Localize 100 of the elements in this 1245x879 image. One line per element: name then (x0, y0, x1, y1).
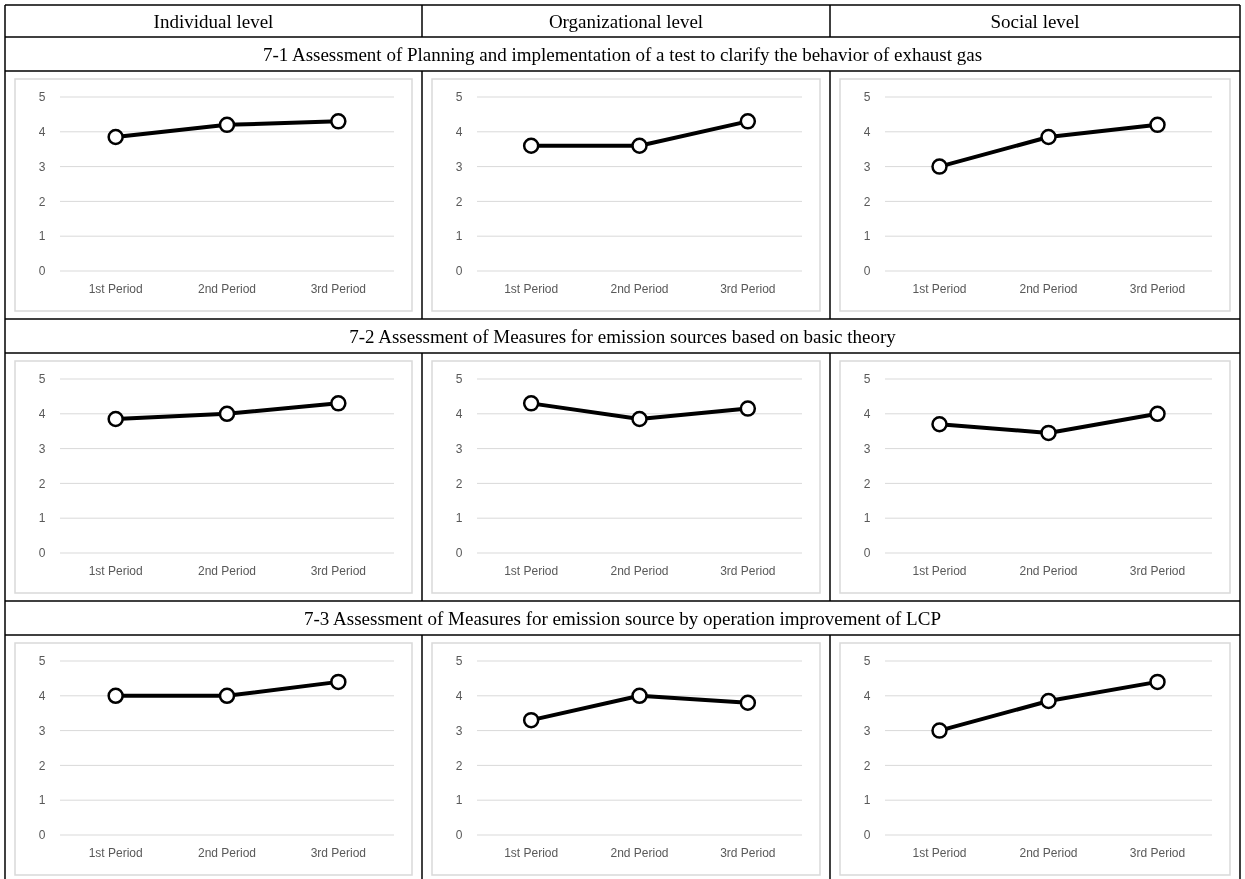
x-tick-label: 3rd Period (720, 282, 776, 296)
y-tick-label: 3 (38, 723, 46, 738)
x-tick-label: 2nd Period (610, 564, 669, 578)
y-tick-label: 0 (38, 264, 46, 279)
point (631, 687, 648, 705)
y-tick-label: 5 (863, 654, 871, 669)
point (931, 415, 948, 433)
y-tick-label: 1 (455, 511, 463, 526)
x-tick-label: 3rd Period (310, 846, 367, 860)
y-tick-label: 1 (38, 793, 46, 808)
x-tick-label: 1st Period (504, 846, 559, 860)
y-tick-label: 3 (863, 441, 871, 456)
point (218, 405, 236, 423)
y-tick-label: 1 (863, 793, 871, 808)
x-tick-label: 2nd Period (197, 846, 257, 860)
y-tick-label: 3 (863, 159, 871, 174)
point (107, 410, 124, 428)
y-tick-label: 4 (863, 689, 871, 703)
point (522, 711, 540, 729)
y-tick-label: 5 (863, 372, 871, 387)
y-tick-label: 4 (863, 407, 871, 421)
point (330, 395, 347, 412)
x-tick-label: 3rd Period (1129, 564, 1186, 578)
y-tick-label: 0 (455, 546, 463, 561)
y-tick-label: 3 (455, 441, 463, 456)
y-tick-label: 0 (863, 264, 871, 279)
x-tick-label: 3rd Period (1129, 282, 1186, 296)
x-tick-label: 2nd Period (197, 564, 257, 578)
y-tick-label: 2 (38, 194, 46, 209)
y-tick-label: 1 (455, 793, 463, 808)
y-tick-label: 0 (863, 828, 871, 843)
point (931, 158, 948, 175)
x-tick-label: 3rd Period (720, 564, 776, 578)
y-tick-label: 1 (863, 229, 871, 244)
x-tick-label: 2nd Period (1019, 846, 1078, 860)
y-tick-label: 4 (38, 407, 46, 421)
x-tick-label: 1st Period (504, 564, 559, 578)
y-tick-label: 3 (38, 159, 46, 174)
text: Organizational level (548, 10, 704, 32)
y-tick-label: 4 (38, 125, 46, 139)
x-tick-label: 2nd Period (610, 282, 669, 296)
y-tick-label: 5 (455, 654, 463, 669)
y-tick-label: 4 (455, 125, 463, 139)
x-tick-label: 2nd Period (197, 282, 257, 296)
x-tick-label: 2nd Period (1019, 564, 1078, 578)
y-tick-label: 0 (38, 828, 46, 843)
x-tick-label: 3rd Period (310, 282, 367, 296)
y-tick-label: 0 (863, 546, 871, 561)
text: Social level (990, 10, 1080, 32)
y-tick-label: 1 (38, 511, 46, 526)
y-tick-label: 2 (455, 758, 463, 773)
x-tick-label: 3rd Period (720, 846, 776, 860)
x-tick-label: 3rd Period (1129, 846, 1186, 860)
y-tick-label: 5 (38, 654, 46, 669)
x-tick-label: 3rd Period (310, 564, 367, 578)
point (218, 116, 236, 134)
y-tick-label: 2 (455, 194, 463, 209)
x-tick-label: 1st Period (504, 282, 559, 296)
y-tick-label: 2 (863, 758, 871, 773)
point (1040, 692, 1057, 710)
y-tick-label: 0 (38, 546, 46, 561)
y-tick-label: 0 (455, 828, 463, 843)
x-tick-label: 1st Period (912, 846, 967, 860)
text: 7-3 Assessment of Measures for emission source by operation improvement of LCP (304, 607, 941, 629)
y-tick-label: 3 (38, 441, 46, 456)
y-tick-label: 4 (38, 689, 46, 703)
point (631, 410, 648, 428)
y-tick-label: 2 (38, 758, 46, 773)
point (739, 694, 757, 712)
text: 7-1 Assessment of Planning and implementation of a test to clarify the behavior of exhaust gas (262, 43, 983, 65)
y-tick-label: 3 (863, 723, 871, 738)
x-tick-label: 2nd Period (610, 846, 669, 860)
y-tick-label: 2 (455, 476, 463, 491)
y-tick-label: 1 (455, 229, 463, 244)
point (1040, 424, 1057, 442)
point (1149, 673, 1166, 691)
y-tick-label: 5 (38, 372, 46, 387)
x-tick-label: 1st Period (912, 282, 967, 296)
point (1149, 116, 1166, 134)
x-tick-label: 1st Period (88, 564, 143, 578)
y-tick-label: 4 (863, 125, 871, 139)
y-tick-label: 1 (38, 229, 46, 244)
y-tick-label: 5 (455, 90, 463, 105)
y-tick-label: 3 (455, 159, 463, 174)
text: 7-2 Assessment of Measures for emission sources based on basic theory (349, 325, 897, 347)
y-tick-label: 5 (863, 90, 871, 105)
x-tick-label: 2nd Period (1019, 282, 1078, 296)
point (931, 722, 948, 739)
y-tick-label: 2 (863, 194, 871, 209)
point (1149, 405, 1166, 423)
point (107, 128, 124, 146)
point (1040, 128, 1057, 146)
y-tick-label: 5 (38, 90, 46, 105)
y-tick-label: 4 (455, 689, 463, 703)
y-tick-label: 2 (863, 476, 871, 491)
x-tick-label: 1st Period (912, 564, 967, 578)
y-tick-label: 2 (38, 476, 46, 491)
x-tick-label: 1st Period (88, 282, 143, 296)
y-tick-label: 0 (455, 264, 463, 279)
point (522, 395, 540, 412)
